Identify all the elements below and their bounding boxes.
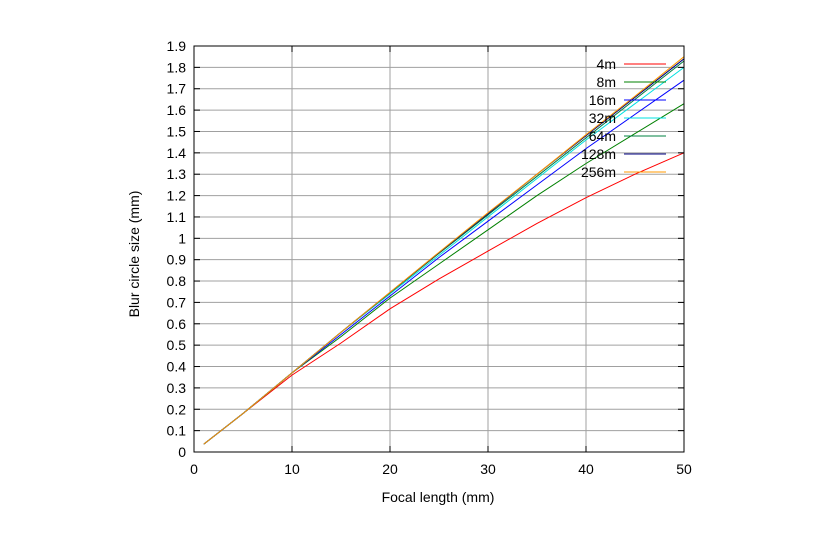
y-tick-label: 1.9 xyxy=(167,38,187,54)
x-tick-label: 10 xyxy=(284,461,300,477)
y-tick-label: 1.3 xyxy=(167,166,187,182)
legend-label: 256m xyxy=(581,164,616,180)
y-tick-label: 0.8 xyxy=(167,273,187,289)
y-tick-label: 0.6 xyxy=(167,316,187,332)
legend-label: 128m xyxy=(581,146,616,162)
y-tick-label: 1 xyxy=(178,230,186,246)
x-tick-label: 40 xyxy=(578,461,594,477)
y-tick-label: 1.5 xyxy=(167,123,187,139)
y-tick-label: 1.6 xyxy=(167,102,187,118)
y-tick-label: 0.5 xyxy=(167,337,187,353)
y-tick-label: 1.2 xyxy=(167,188,187,204)
legend-label: 8m xyxy=(597,74,616,90)
legend: 4m 8m 16m 32m 64m 128m 256m xyxy=(581,56,666,180)
y-tick-label: 0 xyxy=(178,444,186,460)
legend-label: 32m xyxy=(589,110,616,126)
legend-label: 64m xyxy=(589,128,616,144)
y-tick-label: 1.7 xyxy=(167,81,187,97)
y-tick-label: 0.4 xyxy=(167,359,187,375)
y-tick-label: 0.1 xyxy=(167,423,187,439)
y-tick-label: 1.8 xyxy=(167,59,187,75)
x-tick-label: 30 xyxy=(480,461,496,477)
plot-frame xyxy=(193,45,685,453)
x-axis: 0 10 20 30 40 50 xyxy=(190,46,692,477)
y-tick-label: 0.7 xyxy=(167,294,187,310)
y-tick-label: 0.2 xyxy=(167,401,187,417)
x-tick-label: 0 xyxy=(190,461,198,477)
x-tick-label: 20 xyxy=(382,461,398,477)
series-line-4m xyxy=(203,152,685,445)
y-tick-label: 1.1 xyxy=(167,209,187,225)
y-axis: 0 0.1 0.2 0.3 0.4 0.5 0.6 0.7 0.8 0.9 1 1.1 1.2 1.3 1.… xyxy=(167,38,684,460)
y-tick-label: 1.4 xyxy=(167,145,187,161)
series-line-256m xyxy=(203,56,685,445)
y-tick-label: 0.3 xyxy=(167,380,187,396)
y-tick-label: 0.9 xyxy=(167,252,187,268)
grid xyxy=(194,46,684,452)
series-lines xyxy=(203,56,685,445)
y-axis-title: Blur circle size (mm) xyxy=(126,191,142,318)
x-tick-label: 50 xyxy=(676,461,692,477)
legend-label: 16m xyxy=(589,92,616,108)
x-axis-title: Focal length (mm) xyxy=(382,489,495,505)
legend-label: 4m xyxy=(597,56,616,72)
